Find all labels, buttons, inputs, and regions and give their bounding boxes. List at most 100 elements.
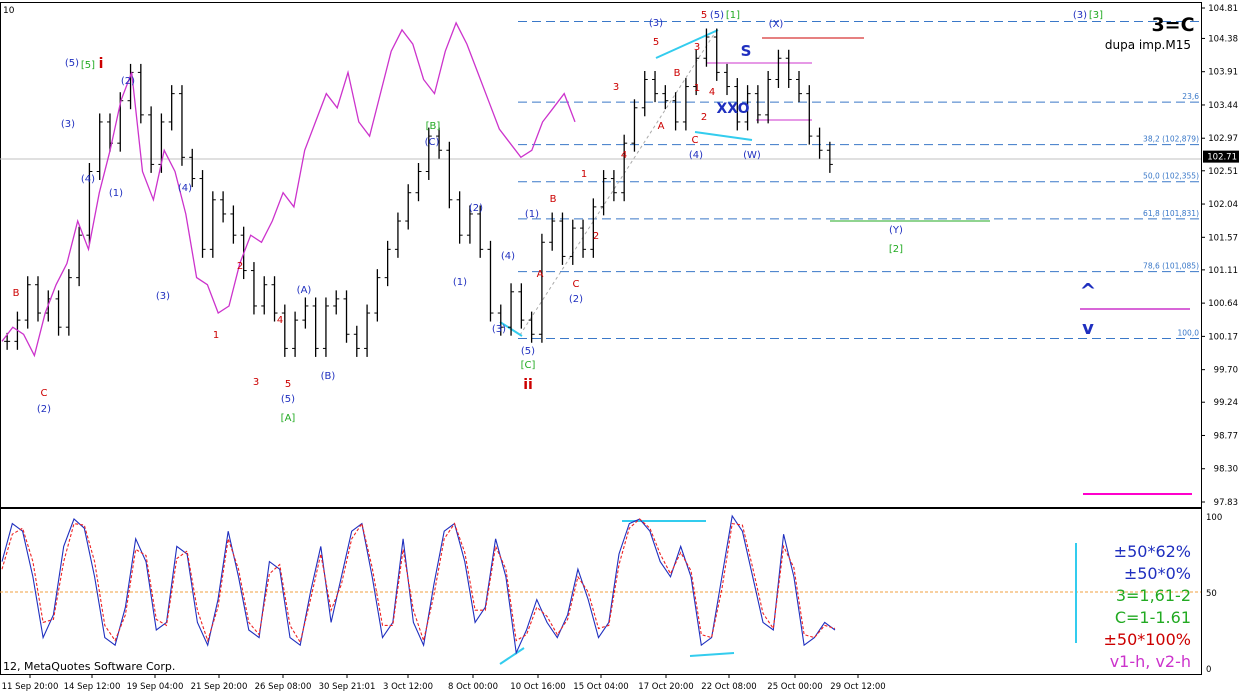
wave-label: (3) (492, 324, 506, 335)
wave-label: 1 (581, 169, 587, 180)
cyan-divergence-line (499, 647, 525, 665)
wave-label: (2) (469, 203, 483, 214)
wave-label: (3) (61, 119, 75, 130)
oscillator-line (1, 514, 836, 655)
magenta-overlay (1, 21, 576, 358)
wave-label: B (674, 68, 681, 79)
wave-label: 2 (593, 231, 599, 242)
wave-label: 2 (701, 112, 707, 123)
current-price-badge (1203, 150, 1239, 163)
wave-label: (3) (649, 18, 663, 29)
oscillator-tick-label: 100 (1206, 513, 1222, 523)
cyan-trendline (655, 29, 719, 59)
y-tick-label: 98.30 (1214, 465, 1238, 475)
wave-label: 4 (621, 150, 627, 161)
wave-label: i (99, 56, 104, 72)
wave-label: (4) (689, 150, 703, 161)
wave-label: (2) (121, 76, 135, 87)
wave-label: A (537, 269, 544, 280)
y-tick-label: 100.64 (1208, 299, 1238, 309)
wave-label: (X) (769, 19, 784, 30)
x-tick-label: 21 Sep 20:00 (191, 682, 248, 692)
wave-label: B (13, 288, 20, 299)
y-tick-label: 101.11 (1208, 266, 1238, 276)
x-tick-label: 3 Oct 12:00 (383, 682, 433, 692)
wave-label: v (1082, 318, 1094, 339)
y-tick-label: 101.57 (1208, 233, 1238, 243)
annotation-text: ±50*0% (1124, 564, 1191, 583)
wave-label: 4 (709, 87, 715, 98)
annotation-text: ±50*62% (1114, 542, 1191, 561)
wave-label: (3) (1073, 10, 1087, 21)
wave-label: (3) (156, 291, 170, 302)
x-tick-label: 25 Oct 00:00 (767, 682, 822, 692)
wave-label: 5 (701, 10, 707, 21)
wave-label: C (41, 388, 48, 399)
trendlines (0, 27, 1201, 495)
wave-label: (B) (321, 371, 336, 382)
y-tick-label: 100.17 (1208, 332, 1238, 342)
wave-label: (4) (501, 251, 515, 262)
wave-label: (5) (521, 346, 535, 357)
oscillator-tick-label: 0 (1206, 665, 1211, 675)
y-tick-label: 99.70 (1214, 366, 1238, 376)
wave-label: 2 (237, 261, 243, 272)
wave-label: (4) (178, 183, 192, 194)
wave-connector-line (519, 27, 719, 336)
x-tick-label: 19 Sep 04:00 (127, 682, 184, 692)
wave-label: [B] (426, 121, 441, 132)
wave-label: (5) (710, 10, 724, 21)
wave-label: 5 (653, 37, 659, 48)
wave-label: (1) (525, 209, 539, 220)
fib-label: 61,8 (101,831) (1143, 209, 1199, 218)
cyan-divergence-line (689, 652, 735, 657)
oscillator-line (1, 518, 836, 644)
x-axis: 11 Sep 20:00 14 Sep 12:00 19 Sep 04:00 21 S… (2, 674, 886, 692)
annotation-text: v1-h, v2-h (1110, 652, 1191, 671)
x-tick-label: 8 Oct 00:00 (448, 682, 498, 692)
annotation-text: C=1-1.61 (1115, 608, 1191, 627)
y-tick-label: 98.77 (1214, 431, 1238, 441)
wave-label: (5) (65, 58, 79, 69)
wave-label: [5] (81, 60, 95, 71)
stochastic-oscillator: 100 50 0 (0, 513, 1222, 675)
wave-label: (1) (453, 277, 467, 288)
wave-label: C (692, 135, 699, 146)
y-tick-label: 102.04 (1208, 200, 1238, 210)
x-tick-label: 22 Oct 08:00 (701, 682, 756, 692)
fib-label: 38,2 (102,879) (1143, 135, 1199, 144)
wave-label: (5) (281, 394, 295, 405)
y-tick-label: 102.51 (1208, 167, 1238, 177)
y-tick-label: 103.91 (1208, 68, 1238, 78)
wave-label: (A) (297, 285, 312, 296)
wave-label: (2) (569, 294, 583, 305)
x-tick-label: 11 Sep 20:00 (2, 682, 59, 692)
wave-label: (C) (425, 137, 440, 148)
main-panel-frame (0, 2, 1202, 508)
x-tick-label: 14 Sep 12:00 (64, 682, 121, 692)
price-bars (4, 28, 833, 357)
wave-label: 1 (694, 83, 700, 94)
y-tick-label: 102.97 (1208, 134, 1238, 144)
annotation-text: 3=1,61-2 (1116, 586, 1191, 605)
wave-label: [A] (281, 413, 296, 424)
chart-title: 3=C (1151, 14, 1194, 36)
y-tick-label: 97.83 (1214, 498, 1238, 508)
corner-label: 10 (3, 6, 15, 16)
y-tick-label: 104.81 (1208, 4, 1238, 14)
wave-label: ii (523, 377, 533, 393)
wave-label: ^ (1080, 279, 1097, 303)
fib-label: 50,0 (102,355) (1143, 172, 1199, 181)
wave-label: C (573, 279, 580, 290)
wave-label: 4 (277, 315, 283, 326)
oscillator-tick-label: 50 (1206, 589, 1217, 599)
legend-annotations: ±50*62% ±50*0% 3=1,61-2 C=1-1.61 ±50*100% v1-… (1103, 542, 1191, 671)
wave-label: 3 (253, 377, 259, 388)
wave-label: 3 (694, 42, 700, 53)
wave-label: 5 (285, 379, 291, 390)
wave-label: [C] (521, 360, 536, 371)
chart-subtitle: dupa imp.M15 (1105, 38, 1191, 52)
